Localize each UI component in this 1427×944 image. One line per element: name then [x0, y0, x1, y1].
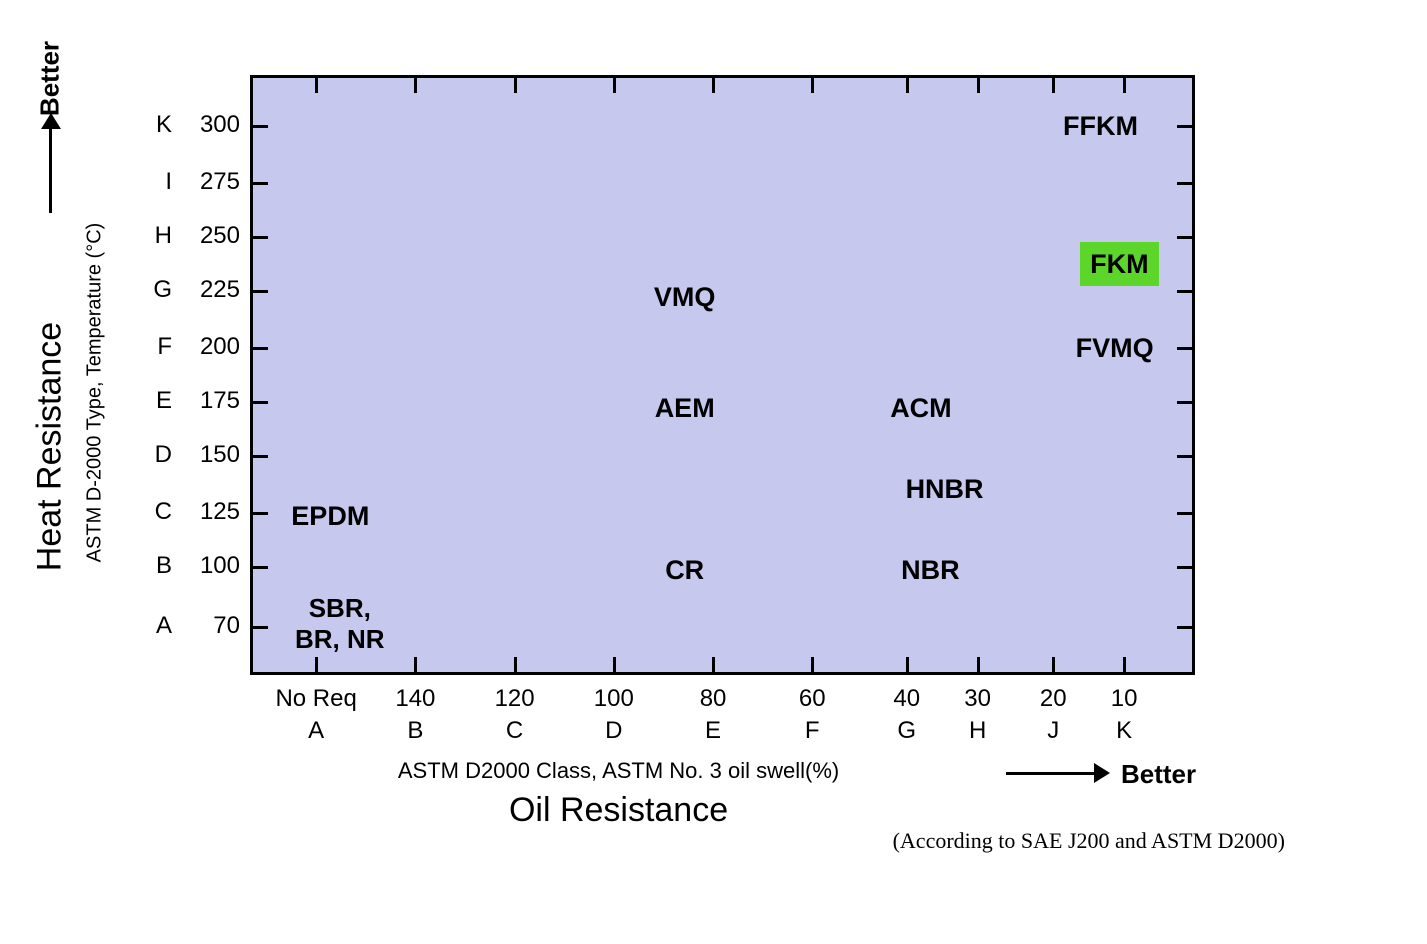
y-tick-letter: I — [142, 168, 172, 196]
x-tick — [414, 657, 417, 675]
y-tick — [250, 236, 268, 239]
y-tick-value: 225 — [180, 276, 240, 304]
x-tick-letter: A — [261, 717, 371, 745]
x-tick — [414, 75, 417, 93]
x-tick-value: No Req — [261, 685, 371, 713]
y-tick — [1177, 512, 1195, 515]
x-tick — [977, 657, 980, 675]
x-tick — [977, 75, 980, 93]
elastomer-resistance-chart: 70A100B125C150D175E200F225G250H275I300KN… — [20, 20, 1427, 924]
y-tick — [250, 290, 268, 293]
material-fvmq: FVMQ — [1015, 332, 1215, 364]
x-tick-value: 60 — [757, 685, 867, 713]
y-tick — [250, 566, 268, 569]
y-tick — [1177, 236, 1195, 239]
material-hnbr: HNBR — [845, 473, 1045, 505]
x-tick-value: 120 — [460, 685, 570, 713]
y-tick-letter: C — [142, 498, 172, 526]
y-tick — [250, 455, 268, 458]
x-tick — [315, 75, 318, 93]
y-tick-letter: D — [142, 441, 172, 469]
y-tick — [1177, 566, 1195, 569]
y-tick-value: 150 — [180, 441, 240, 469]
x-tick-letter: F — [757, 717, 867, 745]
y-axis-title: Heat Resistance — [31, 247, 70, 647]
x-tick-value: 10 — [1069, 685, 1179, 713]
y-tick — [250, 347, 268, 350]
x-tick-letter: C — [460, 717, 570, 745]
y-tick-value: 100 — [180, 552, 240, 580]
material-fkm: FKM — [1019, 248, 1219, 280]
y-tick — [250, 182, 268, 185]
y-tick-letter: G — [142, 276, 172, 304]
x-arrow-line — [1006, 772, 1096, 775]
x-tick — [1052, 75, 1055, 93]
material-aem: AEM — [585, 392, 785, 424]
x-tick-value: 100 — [559, 685, 669, 713]
y-tick-letter: A — [142, 612, 172, 640]
x-tick — [514, 657, 517, 675]
x-tick — [613, 75, 616, 93]
x-tick-value: 80 — [658, 685, 768, 713]
y-tick-value: 70 — [180, 612, 240, 640]
y-tick — [1177, 401, 1195, 404]
x-tick — [712, 75, 715, 93]
y-tick-value: 275 — [180, 168, 240, 196]
y-axis-subtitle: ASTM D-2000 Type, Temperature (°C) — [84, 173, 107, 613]
y-tick-value: 175 — [180, 387, 240, 415]
x-tick-value: 140 — [360, 685, 470, 713]
x-tick — [514, 75, 517, 93]
x-tick — [315, 657, 318, 675]
y-tick — [1177, 290, 1195, 293]
material-sbr-br-nr: SBR, BR, NR — [240, 593, 440, 655]
y-tick-value: 300 — [180, 111, 240, 139]
material-vmq: VMQ — [585, 281, 785, 313]
y-tick-letter: F — [142, 333, 172, 361]
y-tick-letter: H — [142, 222, 172, 250]
material-nbr: NBR — [830, 554, 1030, 586]
x-tick-letter: E — [658, 717, 768, 745]
x-arrow-head — [1094, 763, 1110, 783]
y-tick-value: 250 — [180, 222, 240, 250]
y-tick — [1177, 455, 1195, 458]
material-cr: CR — [585, 554, 785, 586]
y-better-label: Better — [35, 9, 66, 149]
y-tick-letter: K — [142, 111, 172, 139]
x-tick — [811, 75, 814, 93]
x-tick-letter: D — [559, 717, 669, 745]
x-tick — [712, 657, 715, 675]
footnote: (According to SAE J200 and ASTM D2000) — [893, 828, 1285, 854]
y-tick — [1177, 182, 1195, 185]
x-axis-subtitle: ASTM D2000 Class, ASTM No. 3 oil swell(%… — [250, 758, 987, 784]
y-tick — [1177, 626, 1195, 629]
y-tick-value: 200 — [180, 333, 240, 361]
x-tick — [1123, 657, 1126, 675]
material-acm: ACM — [821, 392, 1021, 424]
y-tick — [250, 125, 268, 128]
y-tick-letter: B — [142, 552, 172, 580]
x-tick — [613, 657, 616, 675]
x-tick — [906, 75, 909, 93]
x-tick — [1052, 657, 1055, 675]
x-tick-letter: K — [1069, 717, 1179, 745]
material-epdm: EPDM — [230, 500, 430, 532]
x-axis-title: Oil Resistance — [250, 791, 987, 830]
x-tick — [906, 657, 909, 675]
y-tick-letter: E — [142, 387, 172, 415]
x-tick — [1123, 75, 1126, 93]
x-better-label: Better — [1121, 759, 1196, 790]
x-tick-letter: B — [360, 717, 470, 745]
y-tick — [250, 401, 268, 404]
x-tick — [811, 657, 814, 675]
material-ffkm: FFKM — [1001, 110, 1201, 142]
